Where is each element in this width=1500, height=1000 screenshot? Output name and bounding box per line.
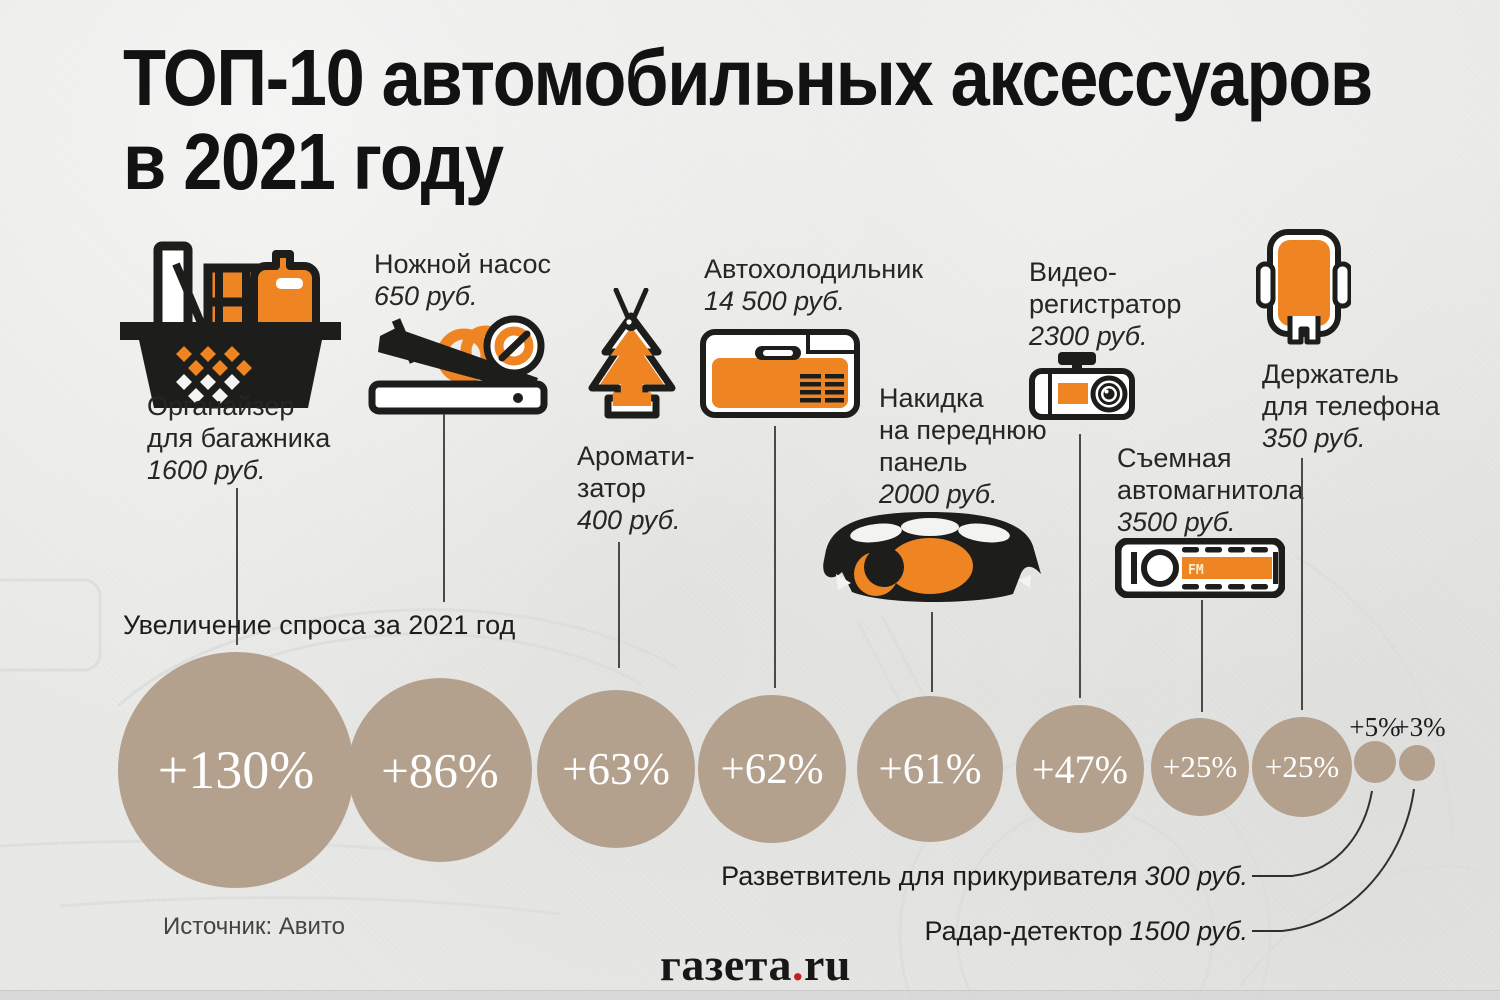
item-name: Накидка (879, 383, 984, 413)
connector-line (1301, 458, 1303, 710)
title-line-1: ТОП-10 автомобильных аксессуаров (123, 33, 1373, 122)
car-fridge-icon (700, 318, 860, 423)
item-label-foot-pump: Ножной насос 650 руб. (374, 248, 551, 312)
page-title: ТОП-10 автомобильных аксессуаров в 2021 … (123, 33, 1373, 206)
growth-bubble-car-fridge: +62% (698, 695, 846, 843)
svg-text:FM: FM (1188, 563, 1204, 578)
dashcam-icon (1028, 350, 1138, 435)
growth-bubble-radar-detector (1399, 745, 1435, 781)
item-label-car-stereo: Съемная автомагнитола 3500 руб. (1117, 442, 1304, 538)
growth-bubble-splitter (1354, 741, 1396, 783)
item-price: 650 руб. (374, 281, 478, 312)
item-price: 3500 руб. (1117, 507, 1236, 538)
item-name: затор (577, 473, 646, 504)
item-name: Ножной насос (374, 249, 552, 279)
item-price: 14 500 руб. (704, 286, 845, 317)
car-stereo-icon: FM (1114, 537, 1286, 603)
title-line-2: в 2021 году (123, 117, 504, 206)
item-name: Разветвитель для прикуривателя (721, 861, 1138, 891)
demand-growth-label: Увеличение спроса за 2021 год (123, 610, 516, 640)
item-name: на переднюю (879, 415, 1047, 446)
item-label-car-fridge: Автохолодильник 14 500 руб. (704, 253, 923, 317)
item-name: панель (879, 447, 968, 478)
item-name: Держатель (1262, 359, 1399, 389)
item-price: 1600 руб. (147, 455, 266, 486)
connector-line (236, 488, 238, 645)
item-price: 1500 руб. (1129, 916, 1248, 946)
item-label-dashboard-cover: Накидка на переднюю панель 2000 руб. (879, 382, 1047, 511)
air-freshener-icon (584, 287, 679, 428)
gazeta-ru-logo: газета.ru (660, 938, 851, 991)
growth-bubble-foot-pump: +86% (348, 678, 532, 862)
growth-bubble-phone-holder: +25% (1252, 717, 1352, 817)
logo-red-dot: . (791, 939, 804, 990)
item-name: Аромати- (577, 441, 695, 471)
item-name: Съемная (1117, 443, 1232, 473)
item-label-organizer: Органайзер для багажника 1600 руб. (147, 390, 330, 486)
connector-line (774, 426, 776, 688)
item-price: 300 руб. (1144, 861, 1248, 891)
item-name: для багажника (147, 423, 331, 454)
item-name: автомагнитола (1117, 475, 1304, 506)
connector-line (1201, 600, 1203, 712)
item-name: Видео- (1029, 257, 1117, 287)
growth-bubble-organizer: +130% (118, 652, 354, 888)
logo-tld: ru (803, 939, 851, 990)
item-price: 400 руб. (577, 505, 681, 536)
growth-bubble-dashcam: +47% (1016, 705, 1144, 833)
note-radar-detector: Радар-детектор 1500 руб. (924, 916, 1248, 947)
phone-holder-icon (1255, 228, 1353, 353)
item-name: Органайзер (147, 391, 295, 421)
item-label-dashcam: Видео- регистратор 2300 руб. (1029, 256, 1181, 352)
dashboard-cover-icon (812, 500, 1047, 610)
growth-bubble-label-splitter: +5% (1349, 712, 1401, 742)
item-name: регистратор (1029, 289, 1182, 320)
foot-pump-icon (366, 308, 551, 421)
connector-line (618, 542, 620, 668)
item-price: 2000 руб. (879, 479, 998, 510)
item-label-air-freshener: Аромати- затор 400 руб. (577, 440, 694, 536)
item-name: для телефона (1262, 391, 1440, 422)
source-label: Источник: Авито (163, 913, 346, 940)
connector-line (443, 414, 445, 602)
item-label-phone-holder: Держатель для телефона 350 руб. (1262, 358, 1440, 454)
connector-line (931, 612, 933, 692)
trunk-organizer-icon (118, 238, 343, 425)
page-bottom-edge (0, 990, 1500, 1000)
item-name: Радар-детектор (924, 916, 1123, 946)
growth-bubble-air-freshener: +63% (537, 690, 695, 848)
growth-bubble-label-radar: +3% (1394, 712, 1446, 742)
logo-name: газета (660, 939, 792, 990)
note-splitter: Разветвитель для прикуривателя 300 руб. (721, 861, 1248, 892)
item-price: 2300 руб. (1029, 321, 1148, 352)
item-name: Автохолодильник (704, 254, 924, 284)
connector-line (1079, 434, 1081, 698)
item-price: 350 руб. (1262, 423, 1366, 454)
growth-bubble-car-stereo: +25% (1151, 718, 1249, 816)
growth-bubble-dashboard-cover: +61% (857, 696, 1003, 842)
